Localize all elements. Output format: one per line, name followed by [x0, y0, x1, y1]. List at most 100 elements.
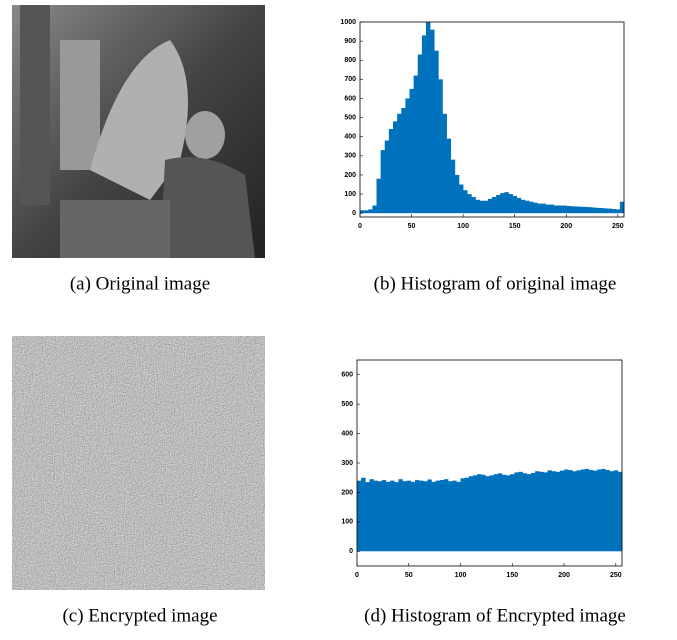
bar — [480, 201, 484, 213]
bar — [605, 470, 609, 551]
bar — [381, 150, 385, 213]
bar — [502, 475, 506, 552]
bar — [419, 481, 423, 552]
y-tick-label: 400 — [341, 430, 353, 437]
bar — [386, 482, 390, 551]
bar — [465, 478, 469, 552]
bar — [539, 472, 543, 551]
bar — [403, 481, 407, 551]
bar — [410, 89, 414, 213]
y-tick-label: 600 — [341, 372, 353, 379]
bar — [514, 472, 518, 551]
encrypted-image — [12, 336, 265, 590]
bar — [583, 207, 587, 213]
y-tick-label: 200 — [344, 172, 356, 179]
bar — [498, 473, 502, 551]
bar — [369, 479, 373, 551]
bar — [612, 209, 616, 213]
x-tick-label: 50 — [405, 572, 413, 579]
bar — [411, 482, 415, 551]
bar — [587, 207, 591, 213]
bar — [476, 200, 480, 213]
bar — [579, 207, 583, 214]
bar — [547, 470, 551, 551]
bar — [393, 121, 397, 213]
bar — [461, 478, 465, 551]
bar — [500, 193, 504, 213]
bar — [562, 206, 566, 214]
x-tick-label: 150 — [509, 223, 521, 230]
bar — [473, 475, 477, 551]
bar — [525, 201, 529, 213]
bar — [601, 469, 605, 551]
bar — [418, 55, 422, 214]
bar — [513, 196, 517, 213]
caption: (a) Original image — [70, 273, 210, 294]
y-tick-label: 900 — [344, 38, 356, 45]
y-tick-label: 200 — [341, 489, 353, 496]
bar — [432, 482, 436, 551]
bar — [581, 469, 585, 551]
bar — [451, 160, 455, 214]
bar — [597, 469, 601, 551]
y-tick-label: 300 — [344, 153, 356, 160]
x-tick-label: 0 — [355, 572, 359, 579]
y-tick-label: 0 — [352, 210, 356, 217]
bar — [405, 98, 409, 213]
bar — [394, 482, 398, 551]
bar — [443, 114, 447, 213]
bar — [527, 474, 531, 551]
bar — [444, 479, 448, 551]
bar — [455, 175, 459, 213]
bar — [389, 129, 393, 213]
bar — [427, 479, 431, 551]
bar — [397, 114, 401, 213]
bar — [593, 471, 597, 552]
original-image — [12, 5, 265, 258]
bar — [459, 185, 463, 214]
bar — [550, 205, 554, 214]
bar — [463, 190, 467, 213]
bar — [517, 198, 521, 213]
caption: (b) Histogram of original image — [374, 273, 617, 294]
bar — [448, 481, 452, 551]
bar — [554, 206, 558, 214]
bar — [531, 473, 535, 551]
bar — [566, 206, 570, 213]
bar — [589, 470, 593, 551]
bar — [610, 471, 614, 551]
bar — [368, 209, 372, 213]
bar — [382, 480, 386, 551]
bar — [488, 199, 492, 213]
bar — [543, 472, 547, 551]
caption: (c) Encrypted image — [62, 605, 217, 626]
bar — [447, 139, 451, 214]
bar — [452, 481, 456, 552]
y-tick-label: 600 — [344, 95, 356, 102]
y-tick-label: 1000 — [340, 19, 356, 26]
bar — [533, 203, 537, 214]
bar — [481, 475, 485, 552]
bar — [494, 474, 498, 551]
bar — [537, 204, 541, 214]
bar — [426, 22, 430, 213]
bar — [357, 481, 361, 552]
bar — [529, 202, 533, 213]
bar — [564, 469, 568, 551]
y-tick-label: 700 — [344, 76, 356, 83]
bar — [568, 470, 572, 551]
bar — [485, 476, 489, 551]
bar — [535, 471, 539, 551]
bar — [490, 475, 494, 551]
bar — [576, 470, 580, 551]
bar — [560, 471, 564, 552]
bar — [401, 108, 405, 213]
y-tick-label: 800 — [344, 57, 356, 64]
y-tick-label: 300 — [341, 460, 353, 467]
y-tick-label: 100 — [341, 519, 353, 526]
bar — [477, 474, 481, 551]
bar — [510, 474, 514, 551]
bar — [436, 481, 440, 552]
y-tick-label: 500 — [344, 114, 356, 121]
bar — [365, 482, 369, 551]
